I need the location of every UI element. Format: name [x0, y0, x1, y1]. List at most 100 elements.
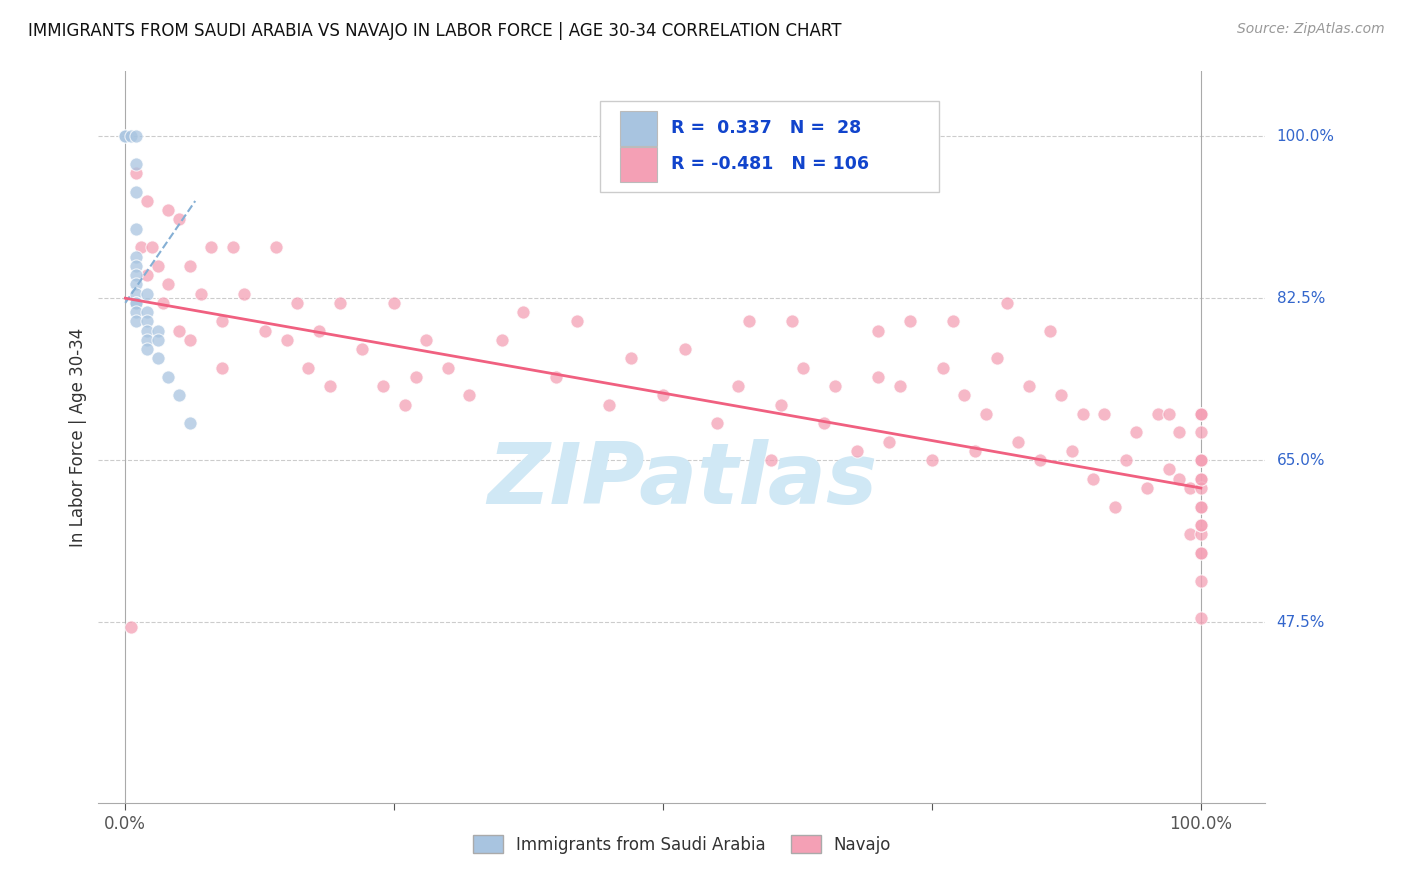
Point — [125, 166, 148, 180]
Point — [706, 416, 728, 430]
Point — [824, 379, 846, 393]
Point — [889, 379, 911, 393]
Point — [1178, 481, 1201, 495]
Point — [1115, 453, 1137, 467]
Text: IMMIGRANTS FROM SAUDI ARABIA VS NAVAJO IN LABOR FORCE | AGE 30-34 CORRELATION CH: IMMIGRANTS FROM SAUDI ARABIA VS NAVAJO I… — [28, 22, 842, 40]
Point — [1189, 500, 1212, 514]
Point — [211, 360, 233, 375]
Point — [318, 379, 340, 393]
Point — [963, 444, 986, 458]
Point — [1018, 379, 1040, 393]
Point — [1092, 407, 1115, 421]
Point — [1189, 472, 1212, 486]
Point — [382, 295, 405, 310]
Point — [1125, 425, 1147, 440]
Point — [135, 268, 157, 282]
Point — [135, 342, 157, 356]
Point — [329, 295, 352, 310]
Point — [1189, 407, 1212, 421]
Point — [394, 398, 416, 412]
Point — [942, 314, 965, 328]
Point — [738, 314, 761, 328]
Point — [974, 407, 997, 421]
Point — [125, 250, 148, 264]
Point — [1060, 444, 1083, 458]
Point — [1147, 407, 1170, 421]
Point — [1189, 518, 1212, 533]
Point — [1189, 574, 1212, 588]
Point — [415, 333, 437, 347]
Point — [727, 379, 749, 393]
Point — [877, 434, 900, 449]
Point — [157, 370, 180, 384]
Point — [1189, 407, 1212, 421]
Point — [652, 388, 675, 402]
Point — [759, 453, 782, 467]
Point — [287, 295, 309, 310]
Point — [157, 277, 180, 292]
Point — [1136, 481, 1159, 495]
Point — [211, 314, 233, 328]
Point — [190, 286, 212, 301]
Point — [157, 203, 180, 218]
Point — [1050, 388, 1073, 402]
Point — [114, 129, 136, 144]
Point — [167, 212, 190, 227]
Point — [953, 388, 976, 402]
Point — [373, 379, 395, 393]
Point — [1189, 425, 1212, 440]
Legend: Immigrants from Saudi Arabia, Navajo: Immigrants from Saudi Arabia, Navajo — [465, 829, 898, 860]
Point — [125, 185, 148, 199]
Point — [125, 129, 148, 144]
Point — [179, 333, 201, 347]
Point — [222, 240, 245, 254]
Point — [620, 351, 643, 366]
Y-axis label: In Labor Force | Age 30-34: In Labor Force | Age 30-34 — [69, 327, 87, 547]
Point — [179, 416, 201, 430]
Point — [125, 305, 148, 319]
Point — [405, 370, 427, 384]
Point — [135, 333, 157, 347]
Point — [813, 416, 835, 430]
Point — [135, 324, 157, 338]
Point — [146, 324, 169, 338]
Point — [1189, 453, 1212, 467]
Point — [1168, 472, 1191, 486]
Point — [125, 157, 148, 171]
Point — [565, 314, 588, 328]
Point — [921, 453, 943, 467]
Point — [167, 388, 190, 402]
Point — [458, 388, 481, 402]
Point — [125, 295, 148, 310]
Point — [125, 259, 148, 273]
Point — [770, 398, 793, 412]
Point — [437, 360, 460, 375]
Point — [125, 221, 148, 235]
Point — [135, 314, 157, 328]
Point — [125, 277, 148, 292]
Point — [1189, 453, 1212, 467]
FancyBboxPatch shape — [620, 146, 658, 182]
Point — [986, 351, 1008, 366]
Point — [120, 129, 142, 144]
Point — [1189, 453, 1212, 467]
Point — [114, 129, 136, 144]
Text: ZIPatlas: ZIPatlas — [486, 440, 877, 523]
Point — [1028, 453, 1050, 467]
Point — [1083, 472, 1105, 486]
Text: R = -0.481   N = 106: R = -0.481 N = 106 — [672, 155, 869, 173]
Text: 65.0%: 65.0% — [1277, 453, 1324, 467]
Point — [512, 305, 534, 319]
Point — [1071, 407, 1094, 421]
Point — [135, 286, 157, 301]
Point — [1168, 425, 1191, 440]
Point — [1157, 462, 1180, 476]
Point — [1189, 546, 1212, 560]
Point — [167, 324, 190, 338]
Point — [146, 333, 169, 347]
Point — [141, 240, 163, 254]
Text: 100.0%: 100.0% — [1277, 128, 1334, 144]
Point — [900, 314, 922, 328]
Point — [135, 305, 157, 319]
Point — [1039, 324, 1062, 338]
